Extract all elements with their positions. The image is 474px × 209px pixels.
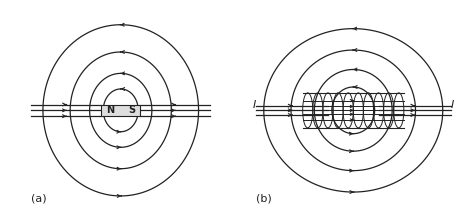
- Text: I: I: [253, 99, 255, 110]
- Bar: [101, 104, 140, 116]
- Text: N: N: [106, 105, 114, 115]
- Text: (a): (a): [31, 194, 47, 204]
- Text: I: I: [451, 99, 454, 110]
- Text: (b): (b): [256, 194, 272, 204]
- Text: S: S: [128, 105, 135, 115]
